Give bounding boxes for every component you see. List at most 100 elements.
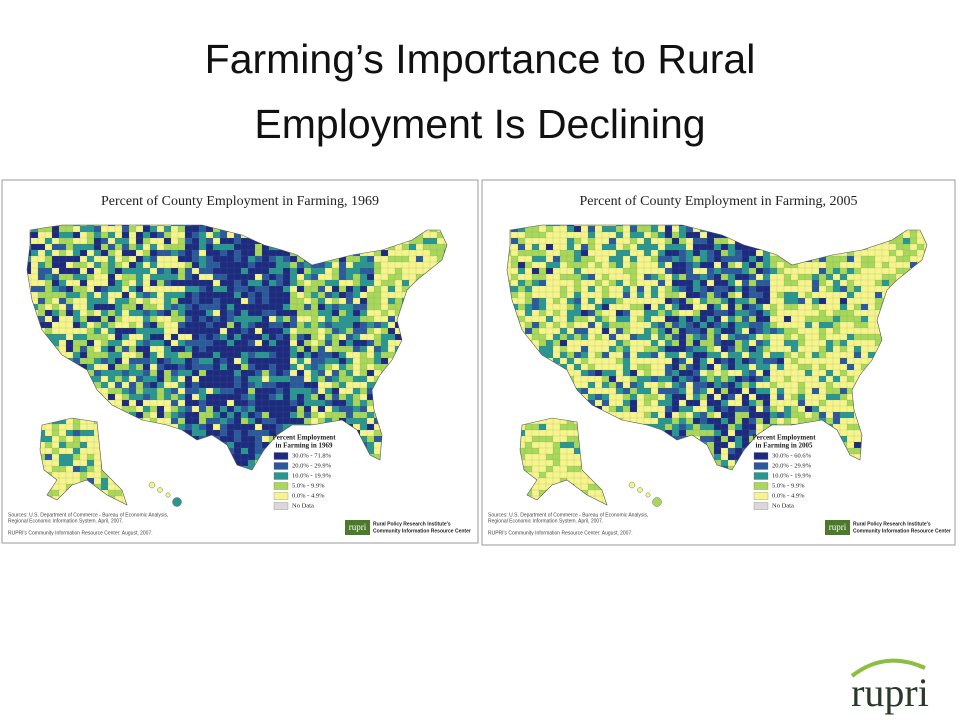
- county-cell: [184, 375, 193, 383]
- county-cell: [114, 255, 123, 263]
- county-cell: [790, 369, 799, 377]
- county-cell: [664, 375, 673, 383]
- county-cell: [142, 393, 151, 401]
- county-cell: [860, 303, 869, 311]
- county-cell: [538, 249, 547, 257]
- county-cell: [198, 261, 207, 269]
- county-cell: [671, 387, 680, 395]
- county-cell: [720, 381, 729, 389]
- county-cell: [629, 309, 638, 317]
- county-cell: [531, 237, 540, 245]
- county-cell: [135, 321, 144, 329]
- county-cell: [121, 261, 130, 269]
- county-cell: [825, 303, 834, 311]
- county-cell: [212, 333, 221, 341]
- county-cell: [289, 309, 298, 317]
- county-cell: [107, 303, 116, 311]
- county-cell: [601, 249, 610, 257]
- county-cell: [818, 333, 827, 341]
- county-cell: [240, 321, 249, 329]
- county-cell: [177, 267, 186, 275]
- county-cell: [811, 285, 820, 293]
- map-panel: Percent of County Employment in Farming,…: [1, 179, 479, 544]
- county-cell: [226, 303, 235, 311]
- county-cell: [636, 315, 645, 323]
- county-cell: [594, 345, 603, 353]
- county-cell: [643, 279, 652, 287]
- county-cell: [797, 285, 806, 293]
- county-cell: [748, 393, 757, 401]
- county-cell: [268, 291, 277, 299]
- county-cell: [608, 261, 617, 269]
- county-cell: [755, 279, 764, 287]
- county-cell: [832, 297, 841, 305]
- county-cell: [268, 399, 277, 407]
- county-cell: [664, 393, 673, 401]
- county-cell: [163, 315, 172, 323]
- county-cell: [324, 351, 333, 359]
- county-cell: [622, 339, 631, 347]
- county-cell: [72, 249, 81, 257]
- county-cell: [373, 339, 382, 347]
- county-cell: [345, 363, 354, 371]
- county-cell: [44, 321, 53, 329]
- county-cell: [135, 369, 144, 377]
- county-cell: [163, 267, 172, 275]
- county-cell: [587, 237, 596, 245]
- county-cell: [296, 279, 305, 287]
- county-cell: [44, 249, 53, 257]
- county-cell: [331, 405, 340, 413]
- county-cell: [72, 291, 81, 299]
- county-cell: [622, 399, 631, 407]
- county-cell: [776, 309, 785, 317]
- county-cell: [65, 237, 74, 245]
- county-cell: [100, 387, 109, 395]
- county-cell: [608, 315, 617, 323]
- county-cell: [247, 279, 256, 287]
- county-cell: [888, 267, 897, 275]
- county-cell: [853, 345, 862, 353]
- county-cell: [692, 279, 701, 287]
- county-cell: [359, 273, 368, 281]
- county-cell: [282, 333, 291, 341]
- county-cell: [359, 423, 368, 431]
- county-cell: [713, 327, 722, 335]
- county-cell: [524, 249, 533, 257]
- county-cell: [156, 345, 165, 353]
- county-cell: [142, 285, 151, 293]
- county-cell: [846, 273, 855, 281]
- legend-swatch: [273, 472, 289, 480]
- county-cell: [657, 297, 666, 305]
- county-cell: [664, 261, 673, 269]
- county-cell: [664, 297, 673, 305]
- county-cell: [226, 237, 235, 245]
- county-cell: [580, 261, 589, 269]
- county-cell: [212, 315, 221, 323]
- county-cell: [643, 381, 652, 389]
- county-cell: [142, 315, 151, 323]
- county-cell: [366, 339, 375, 347]
- county-cell: [240, 237, 249, 245]
- county-cell: [422, 237, 431, 245]
- county-cell: [415, 267, 424, 275]
- legend-label: 5.0% - 9.9%: [292, 482, 325, 489]
- county-cell: [699, 327, 708, 335]
- county-cell: [720, 255, 729, 263]
- county-cell: [566, 267, 575, 275]
- county-cell: [720, 237, 729, 245]
- county-cell: [331, 303, 340, 311]
- county-cell: [629, 339, 638, 347]
- county-cell: [163, 237, 172, 245]
- county-cell: [240, 291, 249, 299]
- county-cell: [289, 363, 298, 371]
- county-cell: [79, 279, 88, 287]
- county-cell: [212, 243, 221, 251]
- county-cell: [114, 321, 123, 329]
- county-cell: [275, 333, 284, 341]
- county-cell: [790, 333, 799, 341]
- county-cell: [156, 387, 165, 395]
- county-cell: [373, 297, 382, 305]
- county-cell: [825, 255, 834, 263]
- county-cell: [65, 345, 74, 353]
- county-cell: [107, 351, 116, 359]
